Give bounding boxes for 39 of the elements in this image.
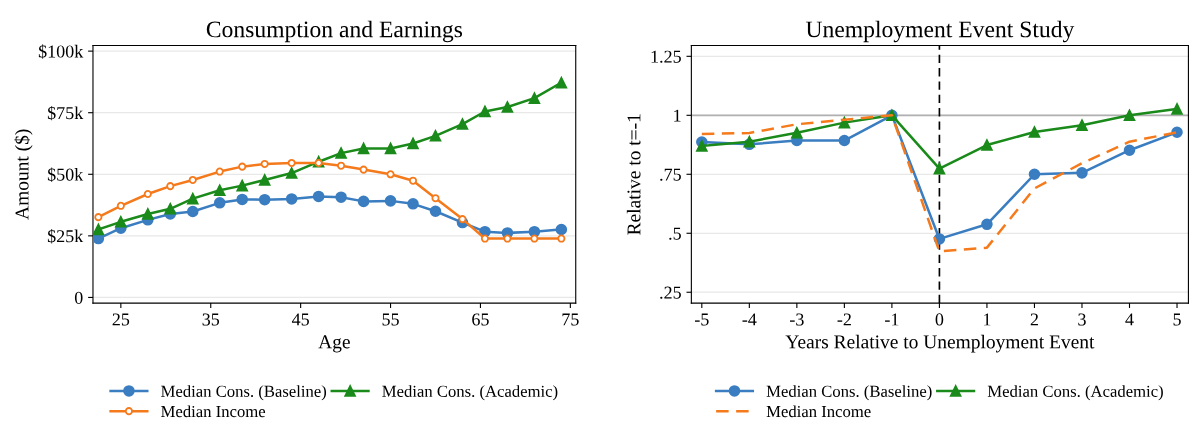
x-tick-label: -4 (742, 313, 757, 326)
legend-label: Median Income (161, 405, 266, 418)
legend-label: Median Cons. (Baseline) (766, 385, 932, 401)
legend-label: Median Cons. (Academic) (382, 385, 558, 401)
x-tick-label: 0 (935, 313, 944, 326)
x-tick-label: 75 (562, 313, 579, 326)
y-tick-label: .75 (660, 168, 681, 181)
y-tick-label: $50k (47, 167, 84, 182)
x-tick-label: 55 (382, 313, 399, 326)
x-tick-label: -3 (790, 313, 804, 326)
legend-label: Median Cons. (Baseline) (161, 385, 327, 401)
x-tick-label: -1 (885, 313, 899, 326)
y-tick-label: $100k (38, 44, 84, 59)
legend-label: Median Cons. (Academic) (987, 385, 1163, 401)
x-tick-label: 5 (1173, 313, 1181, 326)
x-tick-label: 45 (291, 313, 309, 326)
x-tick-label: 4 (1125, 313, 1134, 326)
y-tick-label: .5 (669, 227, 681, 240)
y-tick-label: 0 (74, 291, 83, 304)
x-tick-label: 2 (1030, 313, 1038, 326)
y-tick-label: $75k (47, 105, 84, 121)
x-tick-label: 25 (112, 313, 130, 326)
x-tick-label: 1 (984, 313, 991, 326)
x-axis-title: Years Relative to Unemployment Event (785, 334, 1095, 353)
x-tick-label: 35 (202, 313, 220, 326)
y-axis-title: Amount ($) (14, 129, 33, 220)
y-axis-title: Relative to t=-1 (626, 114, 641, 235)
y-tick-label: 1 (674, 109, 681, 122)
legend-label: Median Income (766, 405, 871, 418)
y-tick-label: .25 (660, 286, 681, 299)
x-tick-label: 3 (1078, 313, 1086, 326)
x-tick-label: -5 (694, 313, 709, 326)
x-tick-label: -2 (837, 313, 851, 326)
x-axis-title: Age (318, 335, 350, 353)
chart-title: Consumption and Earnings (206, 20, 463, 43)
chart-title: Unemployment Event Study (805, 20, 1075, 43)
y-tick-label: $25k (47, 229, 84, 244)
x-tick-label: 65 (472, 313, 489, 326)
y-tick-label: 1.25 (651, 50, 681, 63)
